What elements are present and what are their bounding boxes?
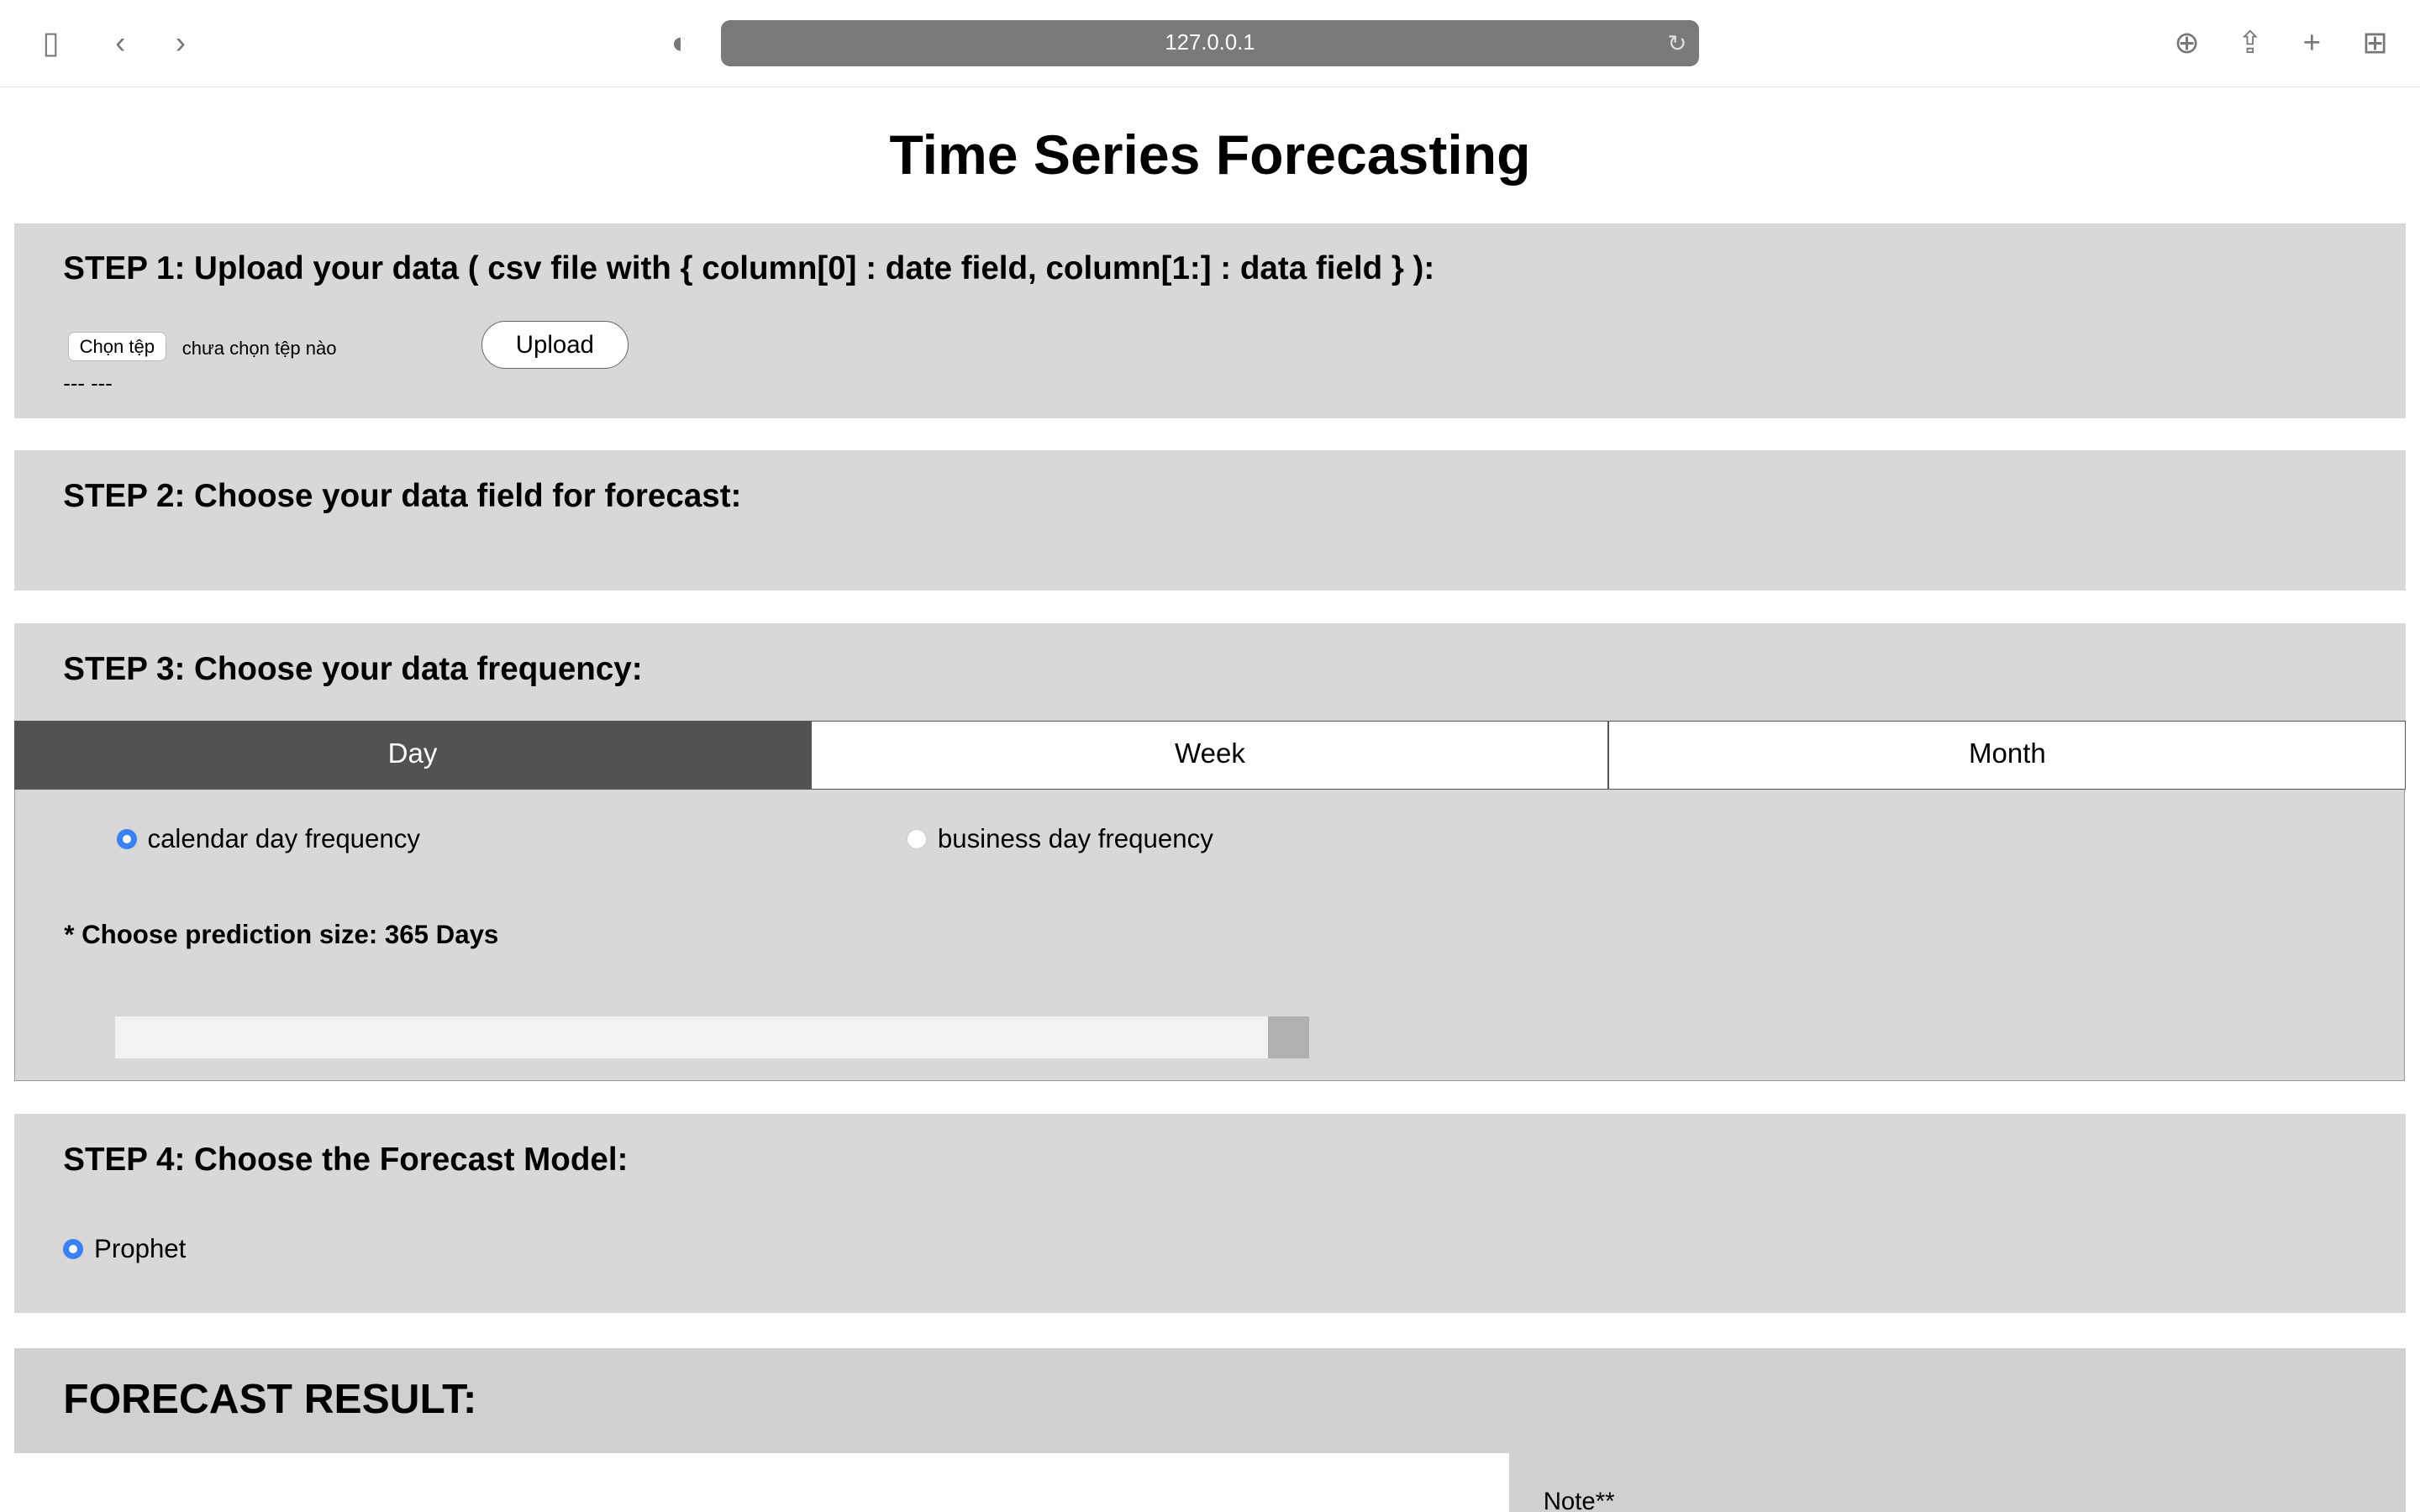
step1-heading: STEP 1: Upload your data ( csv file with… bbox=[63, 249, 1435, 286]
radio-unchecked-icon[interactable] bbox=[907, 828, 927, 849]
download-icon[interactable]: ⊕ bbox=[2174, 25, 2200, 60]
prediction-size-slider[interactable] bbox=[114, 1016, 1310, 1058]
address-bar[interactable]: 127.0.0.1 ↻ bbox=[720, 19, 1700, 66]
note-label: Note** bbox=[1543, 1487, 1615, 1512]
radio-label: Prophet bbox=[94, 1234, 187, 1264]
forward-icon[interactable]: › bbox=[175, 25, 186, 60]
sidebar-icon[interactable]: ▯ bbox=[42, 25, 60, 60]
tab-month[interactable]: Month bbox=[1608, 720, 2407, 790]
upload-status: --- --- bbox=[63, 371, 113, 396]
step4-section: STEP 4: Choose the Forecast Model: Proph… bbox=[13, 1114, 2407, 1314]
step3-section: STEP 3: Choose your data frequency: bbox=[13, 623, 2407, 721]
step1-section: STEP 1: Upload your data ( csv file with… bbox=[13, 223, 2407, 418]
new-tab-icon[interactable]: + bbox=[2302, 25, 2322, 60]
reload-icon[interactable]: ↻ bbox=[1667, 29, 1687, 56]
browser-toolbar: ▯ ‹ › ◐ 127.0.0.1 ↻ ⊕ ⇪ + ⊞ bbox=[0, 0, 2420, 87]
share-icon[interactable]: ⇪ bbox=[2237, 25, 2264, 60]
slider-thumb[interactable] bbox=[1267, 1016, 1310, 1058]
back-icon[interactable]: ‹ bbox=[115, 25, 126, 60]
radio-label: business day frequency bbox=[937, 823, 1213, 853]
step3-heading: STEP 3: Choose your data frequency: bbox=[63, 651, 643, 688]
tab-day[interactable]: Day bbox=[13, 720, 812, 790]
prediction-size-label: * Choose prediction size: 365 Days bbox=[64, 919, 499, 949]
prophet-radio[interactable]: Prophet bbox=[63, 1234, 186, 1264]
calendar-day-radio[interactable]: calendar day frequency bbox=[116, 823, 420, 854]
business-day-radio[interactable]: business day frequency bbox=[907, 824, 1213, 854]
forecast-result-heading: FORECAST RESULT: bbox=[63, 1375, 477, 1423]
day-panel: calendar day frequency business day freq… bbox=[13, 790, 2405, 1081]
shield-icon[interactable]: ◐ bbox=[671, 25, 691, 60]
radio-checked-icon[interactable] bbox=[116, 828, 137, 849]
step2-section: STEP 2: Choose your data field for forec… bbox=[13, 450, 2407, 591]
url-text: 127.0.0.1 bbox=[1165, 30, 1255, 55]
choose-file-button[interactable]: Chọn tệp bbox=[67, 331, 166, 362]
page-title: Time Series Forecasting bbox=[889, 123, 1531, 186]
note-panel: Note** bbox=[1509, 1453, 2407, 1512]
step2-heading: STEP 2: Choose your data field for forec… bbox=[63, 478, 742, 515]
radio-label: calendar day frequency bbox=[147, 823, 420, 853]
forecast-result-header: FORECAST RESULT: bbox=[13, 1348, 2407, 1454]
file-status: chưa chọn tệp nào bbox=[182, 338, 337, 360]
upload-button[interactable]: Upload bbox=[481, 321, 629, 370]
radio-checked-icon[interactable] bbox=[63, 1239, 84, 1260]
tab-overview-icon[interactable]: ⊞ bbox=[2362, 25, 2389, 60]
tab-week[interactable]: Week bbox=[811, 720, 1609, 790]
frequency-tabs: Day Week Month bbox=[13, 720, 2407, 790]
step4-heading: STEP 4: Choose the Forecast Model: bbox=[63, 1142, 629, 1179]
